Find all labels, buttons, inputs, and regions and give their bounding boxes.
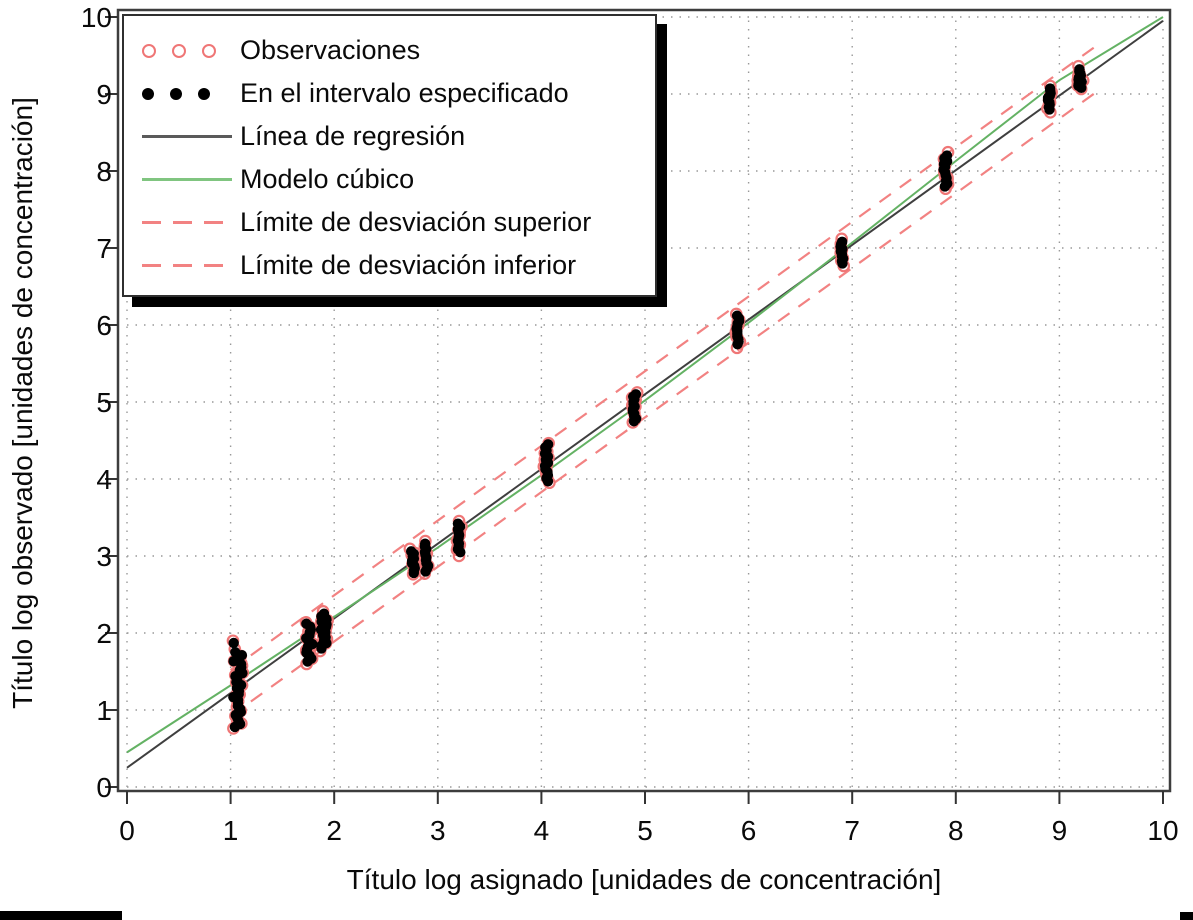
tick-label: 2 (326, 815, 342, 846)
tick-labels: 0 1 2 3 4 5 6 7 8 9 10 0 1 2 3 4 5 6 7 8 9 10 (81, 2, 1179, 846)
tick-label: 7 (844, 815, 860, 846)
regression-symbol (140, 135, 232, 138)
open-circle-icon (172, 43, 186, 58)
deviation-lower-line (229, 91, 1097, 718)
legend-box: Observaciones En el intervalo especifica… (122, 14, 657, 297)
tick-label: 4 (534, 815, 550, 846)
legend-row-upper-limit: Límite de desviación superior (124, 201, 655, 244)
tick-label: 10 (1147, 815, 1178, 846)
tick-label: 2 (96, 618, 112, 649)
open-circle-icon (202, 43, 216, 58)
cubic-model-line (126, 16, 1164, 754)
in-interval-dots (228, 64, 1087, 733)
cubic-symbol (140, 178, 232, 181)
dashed-line-icon (142, 264, 232, 267)
deviation-upper-line (229, 45, 1097, 671)
tick-label: 9 (1052, 815, 1068, 846)
tick-label: 9 (96, 79, 112, 110)
legend-row-lower-limit: Límite de desviación inferior (124, 244, 655, 287)
solid-line-icon (142, 135, 232, 138)
solid-line-icon (142, 178, 232, 181)
legend-row-regression: Línea de regresión (124, 115, 655, 158)
tick-label: 10 (81, 2, 112, 33)
y-axis-title: Título log observado [unidades de concen… (7, 97, 38, 709)
x-axis-title: Título log asignado [unidades de concent… (346, 864, 942, 895)
dashed-line-icon (142, 221, 232, 224)
tick-label: 3 (96, 541, 112, 572)
tick-label: 7 (96, 233, 112, 264)
legend-label-observations: Observaciones (240, 35, 421, 65)
tick-label: 5 (96, 387, 112, 418)
tick-label: 6 (741, 815, 757, 846)
legend-label-in-interval: En el intervalo especificado (240, 78, 569, 108)
legend-row-cubic: Modelo cúbico (124, 158, 655, 201)
tick-label: 6 (96, 310, 112, 341)
filled-circle-icon (198, 87, 210, 100)
tick-label: 4 (96, 464, 112, 495)
filled-circle-icon (170, 87, 182, 100)
legend-label-lower-limit: Límite de desviación inferior (240, 250, 577, 280)
legend-label-regression: Línea de regresión (240, 121, 466, 151)
open-circle-icon (142, 43, 156, 58)
tick-label: 8 (96, 156, 112, 187)
regression-line (126, 20, 1164, 769)
tick-label: 1 (223, 815, 239, 846)
bottom-left-black-bar (0, 911, 122, 920)
bottom-right-black-bar (1180, 912, 1193, 920)
legend-row-in-interval: En el intervalo especificado (124, 72, 655, 115)
tick-label: 0 (119, 815, 135, 846)
observations-symbol (140, 43, 232, 58)
tick-label: 0 (96, 772, 112, 803)
filled-circle-icon (142, 87, 154, 100)
tick-label: 1 (96, 695, 112, 726)
axis-ticks (105, 16, 1164, 804)
legend-label-upper-limit: Límite de desviación superior (240, 207, 592, 237)
upper-limit-symbol (140, 221, 232, 224)
tick-label: 5 (637, 815, 653, 846)
legend-row-observations: Observaciones (124, 29, 655, 72)
tick-label: 8 (948, 815, 964, 846)
tick-label: 3 (430, 815, 446, 846)
lower-limit-symbol (140, 264, 232, 267)
legend-label-cubic: Modelo cúbico (240, 164, 415, 194)
in-interval-symbol (140, 87, 232, 100)
